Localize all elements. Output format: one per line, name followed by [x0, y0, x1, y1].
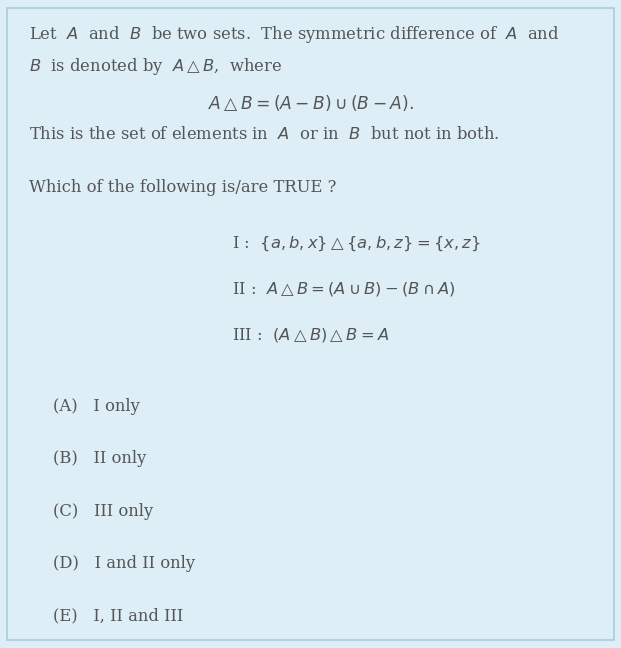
Text: (D)   I and II only: (D) I and II only: [53, 555, 195, 572]
Text: II :  $A\triangle B = (A \cup B) - (B \cap A)$: II : $A\triangle B = (A \cup B) - (B \ca…: [232, 280, 455, 298]
Text: This is the set of elements in  $A$  or in  $B$  but not in both.: This is the set of elements in $A$ or in…: [29, 126, 499, 143]
Text: I :  $\{a, b, x\} \triangle \{a, b, z\} = \{x, z\}$: I : $\{a, b, x\} \triangle \{a, b, z\} =…: [232, 235, 480, 253]
Text: $A\triangle B = (A - B) \cup (B - A).$: $A\triangle B = (A - B) \cup (B - A).$: [207, 93, 414, 113]
Text: $B$  is denoted by  $A\triangle B$,  where: $B$ is denoted by $A\triangle B$, where: [29, 56, 282, 77]
Text: (C)   III only: (C) III only: [53, 503, 153, 520]
Text: (B)   II only: (B) II only: [53, 450, 147, 467]
Text: III :  $(A\triangle B) \triangle B = A$: III : $(A\triangle B) \triangle B = A$: [232, 325, 389, 343]
Text: (A)   I only: (A) I only: [53, 398, 140, 415]
Text: (E)   I, II and III: (E) I, II and III: [53, 608, 183, 625]
Text: Which of the following is/are TRUE ?: Which of the following is/are TRUE ?: [29, 179, 336, 196]
Text: Let  $A$  and  $B$  be two sets.  The symmetric difference of  $A$  and: Let $A$ and $B$ be two sets. The symmetr…: [29, 23, 559, 45]
